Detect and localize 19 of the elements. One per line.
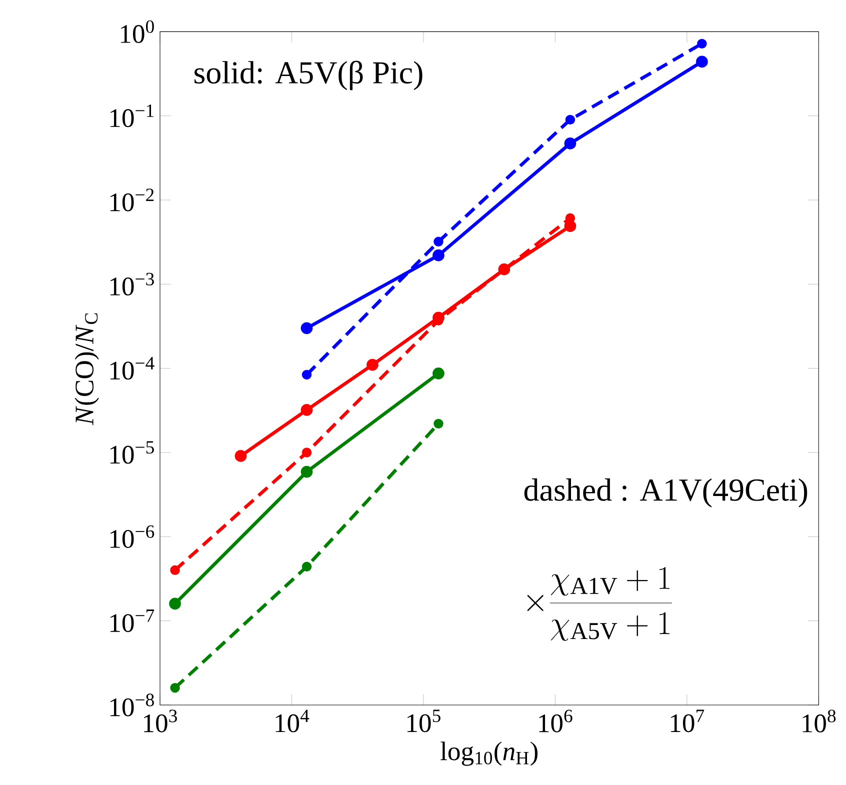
x-tick-label: 10$^{3}$: [144, 710, 177, 732]
x-tick-label: 10$^{4}$: [276, 710, 310, 732]
x-axis-title: log$_{10}$(n$_{H}$): [440, 742, 538, 766]
x-tick-label: 10$^{6}$: [539, 710, 572, 732]
y-tick-label: 10$^{−1}$: [110, 104, 154, 128]
annotation: dashed : A1V(49Ceti): [524, 478, 808, 508]
y-tick-label: 10$^{−5}$: [110, 441, 154, 464]
x-tick-label: 10$^{5}$: [407, 710, 440, 732]
y-tick-label: 10$^{−4}$: [110, 357, 154, 380]
x-tick-label: 10$^{8}$: [802, 710, 836, 732]
x-tick-label: 10$^{7}$: [670, 710, 704, 732]
y-tick-label: 10$^{0}$: [120, 20, 154, 44]
y-tick-label: 10$^{−6}$: [110, 525, 154, 548]
y-tick-label: 10$^{−3}$: [110, 272, 154, 296]
y-tick-label: 10$^{−7}$: [110, 610, 154, 632]
annotation: $\times\frac{\chi_{\mathrm{A1V}}+1}{\chi_{\mathrm{A5V}}+1}$: [527, 566, 672, 641]
y-tick-label: 10$^{−2}$: [110, 188, 154, 212]
annotation: solid: A5V(β Pic): [194, 60, 422, 90]
y-axis-title: N(CO)/N$_{C}$: [74, 313, 99, 426]
